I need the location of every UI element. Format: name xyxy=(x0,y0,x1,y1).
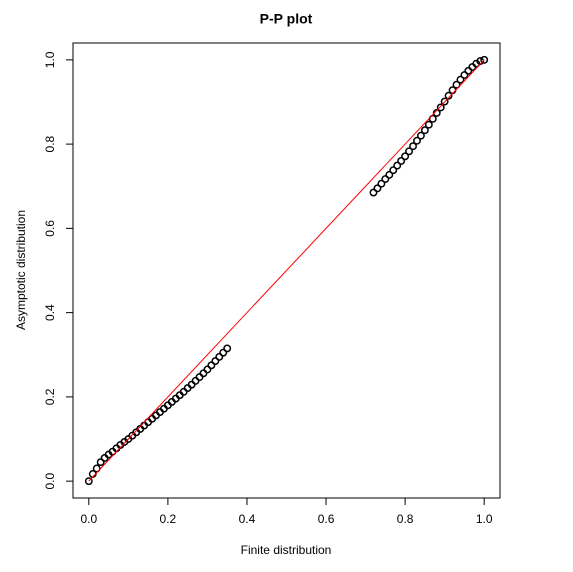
x-tick-label: 0.6 xyxy=(318,512,335,526)
y-tick-label: 0.8 xyxy=(43,135,57,152)
y-tick-label: 0.6 xyxy=(43,220,57,237)
point xyxy=(215,352,224,361)
point xyxy=(191,376,200,385)
point xyxy=(409,142,417,151)
point xyxy=(381,175,390,184)
point xyxy=(405,147,414,156)
point xyxy=(444,91,453,100)
x-axis-label: Finite distribution xyxy=(241,543,332,557)
point xyxy=(424,120,433,129)
point xyxy=(456,75,465,84)
point xyxy=(92,464,101,473)
y-tick-label: 0.0 xyxy=(43,472,57,489)
point xyxy=(428,114,437,123)
point xyxy=(389,166,398,175)
x-tick-label: 0.0 xyxy=(80,512,97,526)
point xyxy=(219,348,228,357)
x-tick-label: 0.4 xyxy=(239,512,256,526)
point xyxy=(373,184,382,193)
point xyxy=(401,152,410,161)
point xyxy=(223,344,232,353)
point xyxy=(413,136,421,145)
point xyxy=(207,361,216,370)
x-tick-label: 0.8 xyxy=(397,512,414,526)
point xyxy=(203,365,212,374)
point xyxy=(436,103,445,112)
x-tick-label: 0.2 xyxy=(160,512,177,526)
point xyxy=(211,357,220,366)
point xyxy=(464,66,473,75)
point xyxy=(460,71,469,79)
point xyxy=(199,369,208,378)
point xyxy=(420,126,429,135)
point xyxy=(369,188,378,197)
point xyxy=(397,157,406,165)
y-tick-label: 0.2 xyxy=(43,388,57,405)
point xyxy=(195,373,204,382)
point xyxy=(377,179,386,188)
y-tick-label: 1.0 xyxy=(43,51,57,68)
y-tick-label: 0.4 xyxy=(43,304,57,321)
point xyxy=(416,131,425,140)
point xyxy=(385,170,394,179)
point xyxy=(452,80,461,89)
y-axis-label: Asymptotic distribution xyxy=(14,210,28,330)
point xyxy=(440,97,449,106)
point xyxy=(480,55,489,64)
point xyxy=(96,458,105,467)
point xyxy=(84,477,93,486)
point xyxy=(393,161,402,170)
x-tick-label: 1.0 xyxy=(476,512,493,526)
reference-line xyxy=(88,59,485,482)
chart-title: P-P plot xyxy=(260,11,313,27)
